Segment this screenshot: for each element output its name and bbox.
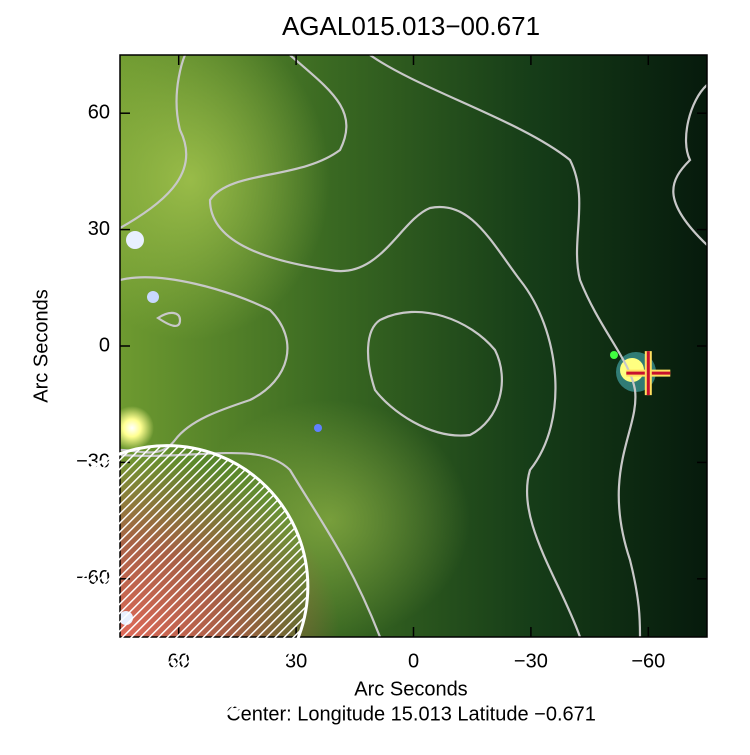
source-marker [626, 351, 671, 396]
sky-image [120, 55, 707, 637]
chart-title: AGAL015.013−00.671 [282, 11, 540, 41]
y-tick-label: 30 [88, 218, 110, 240]
x-tick-label: 0 [408, 650, 419, 672]
y-tick-label: −30 [76, 451, 110, 473]
y-tick-label: 0 [99, 334, 110, 356]
x-tick-label: 30 [285, 650, 307, 672]
x-tick-label: −60 [631, 650, 665, 672]
x-axis-label: Arc Seconds [354, 678, 467, 700]
subtitle: Center: Longitude 15.013 Latitude −0.671 [226, 703, 596, 725]
y-tick-label: −60 [76, 567, 110, 589]
x-tick-label: −30 [514, 650, 548, 672]
y-axis-label: Arc Seconds [30, 289, 52, 402]
y-tick-label: 60 [88, 101, 110, 123]
